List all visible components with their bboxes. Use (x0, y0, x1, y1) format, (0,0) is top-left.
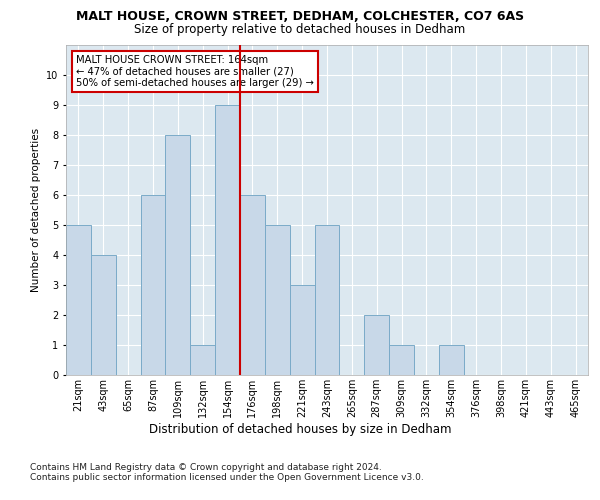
Bar (364, 315, 389, 375)
Text: MALT HOUSE CROWN STREET: 164sqm
← 47% of detached houses are smaller (27)
50% of: MALT HOUSE CROWN STREET: 164sqm ← 47% of… (76, 55, 314, 88)
Bar (140, 195, 166, 375)
Bar (290, 285, 314, 375)
Bar (389, 345, 414, 375)
Bar (166, 135, 190, 375)
Bar (91, 255, 116, 375)
Y-axis label: Number of detached properties: Number of detached properties (31, 128, 41, 292)
Text: Distribution of detached houses by size in Dedham: Distribution of detached houses by size … (149, 422, 451, 436)
Bar (240, 195, 265, 375)
Bar (439, 345, 464, 375)
Bar (265, 225, 290, 375)
Bar (190, 345, 215, 375)
Bar (314, 225, 340, 375)
Text: Contains HM Land Registry data © Crown copyright and database right 2024.
Contai: Contains HM Land Registry data © Crown c… (30, 462, 424, 482)
Text: Size of property relative to detached houses in Dedham: Size of property relative to detached ho… (134, 22, 466, 36)
Bar (215, 105, 240, 375)
Bar (66, 225, 91, 375)
Text: MALT HOUSE, CROWN STREET, DEDHAM, COLCHESTER, CO7 6AS: MALT HOUSE, CROWN STREET, DEDHAM, COLCHE… (76, 10, 524, 23)
